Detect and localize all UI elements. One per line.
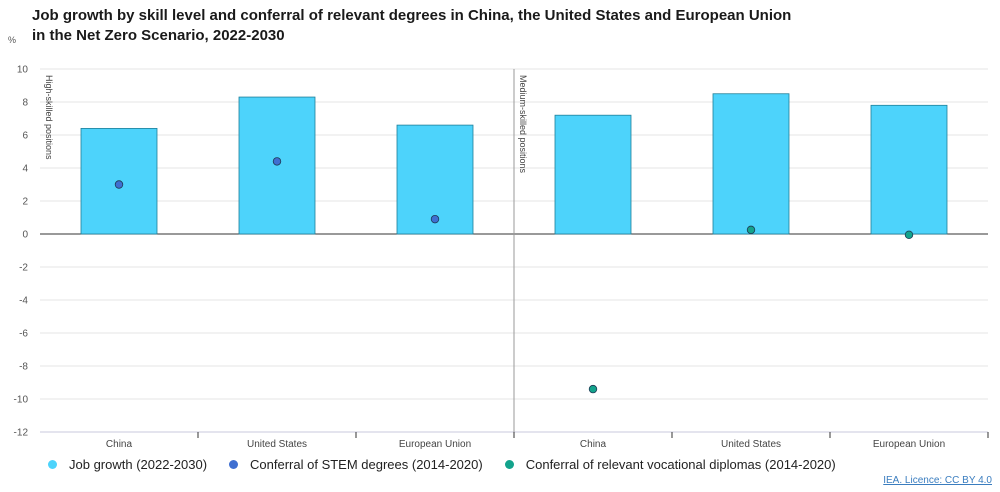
group-label: Medium-skilled positions — [518, 75, 528, 174]
y-tick-label: 0 — [22, 230, 28, 241]
dot-stem-degrees — [430, 214, 440, 224]
title-line-1: Job growth by skill level and conferral … — [32, 7, 792, 24]
x-tick-label: European Union — [399, 439, 471, 450]
y-tick-label: 4 — [22, 164, 28, 175]
dot-vocational-diplomas — [588, 384, 598, 394]
y-tick-label: 2 — [22, 197, 28, 208]
y-tick-label: 10 — [17, 65, 29, 76]
chart-title: Job growth by skill level and conferral … — [32, 6, 791, 46]
legend-label-stem: Conferral of STEM degrees (2014-2020) — [250, 457, 483, 472]
legend-label-vocational: Conferral of relevant vocational diploma… — [525, 457, 836, 472]
bar-job-growth — [554, 114, 632, 235]
legend-item-vocational[interactable]: Conferral of relevant vocational diploma… — [504, 457, 836, 472]
x-tick-label: China — [580, 439, 607, 450]
licence-link[interactable]: IEA. Licence: CC BY 4.0 — [883, 475, 992, 486]
x-tick-label: European Union — [873, 439, 945, 450]
bar-job-growth — [870, 104, 948, 235]
y-tick-label: -2 — [19, 263, 28, 274]
dot-stem-degrees — [114, 180, 124, 189]
legend-swatch-vocational — [504, 460, 514, 469]
legend-label-job-growth: Job growth (2022-2030) — [69, 457, 208, 472]
y-tick-label: -4 — [19, 296, 28, 307]
legend-swatch-job-growth — [48, 460, 57, 469]
legend-item-job-growth[interactable]: Job growth (2022-2030) — [48, 457, 207, 472]
y-tick-label: -12 — [14, 428, 29, 439]
dot-vocational-diplomas — [904, 230, 914, 240]
y-tick-label: 6 — [22, 131, 28, 142]
x-tick-label: United States — [721, 439, 781, 450]
legend: Job growth (2022-2030) Conferral of STEM… — [48, 457, 858, 472]
legend-swatch-stem — [229, 460, 239, 469]
group-label: High-skilled positions — [44, 75, 54, 160]
legend-item-stem[interactable]: Conferral of STEM degrees (2014-2020) — [229, 457, 483, 472]
bar-job-growth — [712, 93, 790, 235]
y-tick-label: 8 — [22, 98, 28, 109]
dot-stem-degrees — [272, 157, 282, 166]
y-unit-label: % — [8, 35, 17, 45]
y-tick-label: -8 — [19, 362, 28, 373]
dot-vocational-diplomas — [746, 225, 756, 235]
y-tick-label: -6 — [19, 329, 28, 340]
y-tick-label: -10 — [14, 395, 29, 406]
x-tick-label: China — [106, 439, 133, 450]
x-tick-label: United States — [247, 439, 307, 450]
title-line-2: in the Net Zero Scenario, 2022-2030 — [32, 27, 285, 44]
